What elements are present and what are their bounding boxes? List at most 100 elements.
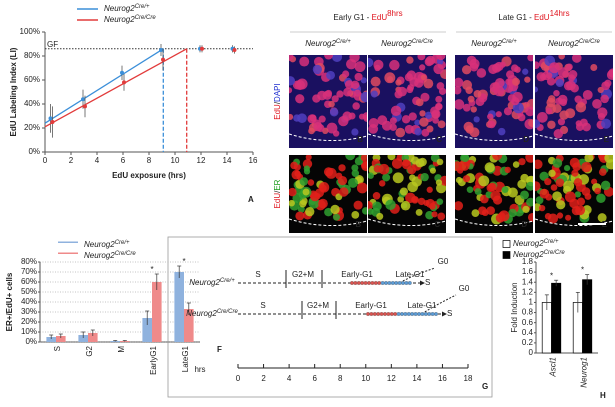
- column-title: Late G1 - EdU14hrs: [498, 9, 569, 23]
- cell: [407, 181, 418, 193]
- superscript: Cre/Cre: [135, 15, 157, 21]
- cell: [426, 186, 433, 193]
- bead: [390, 281, 395, 285]
- cell: [552, 158, 563, 168]
- cell: [424, 111, 433, 119]
- cell: [487, 113, 494, 120]
- y-tick-label: 70%: [21, 267, 37, 276]
- superscript: Cre/+: [135, 4, 150, 10]
- cell: [351, 169, 360, 178]
- cell: [584, 155, 594, 163]
- ventricle-outline: [368, 133, 446, 142]
- cell: [337, 175, 348, 186]
- text-part: Neurog2: [186, 309, 217, 318]
- cell: [409, 77, 419, 87]
- superscript: Cre/+: [544, 239, 559, 245]
- ventricle-outline: [289, 218, 367, 227]
- x-tick-label: 14: [223, 156, 232, 165]
- text-part: Neurog2: [305, 39, 336, 48]
- cell: [385, 199, 396, 211]
- cell: [423, 78, 434, 89]
- cell: [565, 214, 572, 221]
- cell: [368, 124, 379, 134]
- bead: [404, 281, 409, 285]
- cell: [408, 112, 417, 121]
- cell: [467, 95, 475, 103]
- cell: [596, 193, 606, 204]
- bead: [396, 312, 401, 316]
- data-point: [159, 48, 163, 52]
- cell: [564, 164, 571, 172]
- data-point: [48, 116, 53, 121]
- phase-label: S: [447, 309, 452, 318]
- cell: [571, 55, 582, 63]
- superscript: Cre/Cre: [544, 250, 566, 256]
- cell: [318, 198, 328, 209]
- cell: [299, 56, 310, 67]
- cell: [312, 64, 323, 75]
- cell: [292, 193, 303, 204]
- cell: [598, 168, 607, 176]
- cell: [544, 178, 552, 186]
- y-tick-label: 0%: [28, 147, 40, 156]
- cell: [295, 94, 305, 104]
- bar: [56, 336, 66, 342]
- cell: [435, 95, 443, 103]
- bead: [369, 312, 374, 316]
- cell: [390, 105, 402, 117]
- cell: [354, 72, 363, 81]
- cell: [387, 155, 396, 161]
- cell: [406, 86, 414, 94]
- cell: [476, 68, 487, 78]
- cell: [289, 55, 294, 62]
- cell: [305, 155, 312, 161]
- time-tick-label: 4: [287, 374, 292, 383]
- cell: [518, 158, 526, 166]
- cell: [303, 165, 310, 172]
- cell: [547, 120, 556, 130]
- cell: [331, 55, 343, 62]
- cell: [299, 177, 309, 186]
- cell: [351, 128, 359, 136]
- time-tick-label: 18: [464, 374, 473, 383]
- phase-label: G2+M: [307, 301, 329, 310]
- cells: [455, 55, 533, 142]
- cell: [374, 64, 381, 72]
- cell: [429, 202, 436, 210]
- row-label: Neurog2Cre/+: [189, 278, 235, 288]
- cell: [420, 172, 429, 182]
- cell: [517, 179, 527, 189]
- cell: [535, 181, 541, 192]
- cell: [536, 72, 546, 82]
- phase-label: S: [260, 301, 265, 310]
- x-axis-label: EdU exposure (hrs): [112, 171, 186, 180]
- phase-label: G0: [459, 284, 470, 293]
- cell: [571, 206, 581, 216]
- y-tick-label: 30%: [21, 307, 37, 316]
- cell: [546, 77, 556, 86]
- cell: [525, 155, 533, 163]
- cell: [289, 76, 296, 86]
- time-tick-label: 0: [236, 374, 241, 383]
- text-part: Neurog2: [84, 251, 115, 260]
- text-part: Neurog2: [381, 39, 412, 48]
- data-point: [232, 48, 237, 52]
- cell: [310, 191, 320, 202]
- micrograph: [455, 55, 533, 148]
- bead: [394, 281, 399, 285]
- cell: [360, 91, 367, 103]
- cell: [545, 72, 553, 79]
- panel-letter: C': [434, 220, 442, 229]
- cell: [512, 161, 520, 168]
- cell: [601, 118, 612, 129]
- cell: [431, 211, 438, 218]
- cell: [493, 85, 505, 97]
- cell: [293, 114, 301, 122]
- cell: [343, 87, 353, 97]
- cell: [539, 188, 550, 199]
- y-axis-label: ER+/EdU+ cells: [5, 272, 14, 331]
- cell: [436, 158, 444, 166]
- bead: [383, 312, 387, 316]
- legend-label: Neurog2Cre/Cre: [84, 251, 136, 261]
- cell: [397, 195, 405, 203]
